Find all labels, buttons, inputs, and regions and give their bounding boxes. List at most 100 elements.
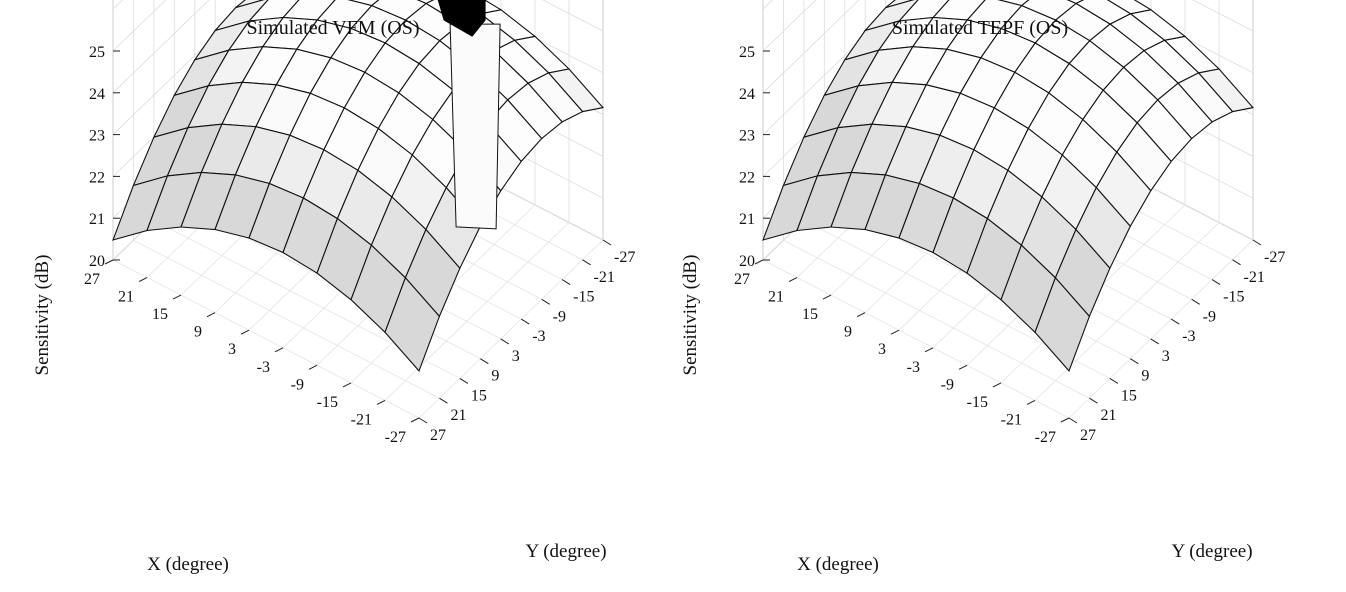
- x-tick-mark: [240, 329, 250, 335]
- y-tick-label: 9: [491, 368, 499, 385]
- y-tick-label: 27: [430, 427, 446, 444]
- floor-gridline: [1068, 239, 1254, 419]
- x-tick-label: 27: [84, 271, 100, 288]
- y-tick-mark: [520, 318, 530, 325]
- x-tick-label: -27: [385, 429, 406, 446]
- y-tick-mark: [541, 298, 550, 305]
- y-tick-mark: [602, 239, 612, 246]
- x-tick-mark: [958, 364, 968, 370]
- x-tick-mark: [104, 259, 114, 265]
- y-tick-mark: [1130, 358, 1139, 365]
- y-tick-label: 27: [1080, 427, 1096, 444]
- y-tick-mark: [480, 358, 489, 365]
- chart-title: Simulated VFM (OS): [247, 17, 420, 39]
- x-tick-mark: [274, 347, 284, 353]
- x-tick-label: 15: [152, 306, 168, 323]
- floor-gridline: [133, 239, 440, 399]
- y-tick-mark: [1191, 298, 1200, 305]
- x-tick-mark: [856, 312, 866, 318]
- y-tick-mark: [1170, 318, 1180, 325]
- y-tick-label: -3: [1182, 328, 1195, 345]
- z-tick-label: 23: [739, 128, 755, 145]
- x-tick-label: 9: [844, 324, 852, 341]
- floor-gridline: [418, 239, 604, 419]
- x-tick-mark: [788, 277, 798, 283]
- x-tick-mark: [1060, 417, 1070, 423]
- z-tick-label: 21: [89, 211, 105, 228]
- x-tick-mark: [410, 417, 420, 423]
- surface-cell: [1034, 276, 1091, 372]
- y-axis-label: Y (degree): [525, 541, 606, 562]
- y-tick-label: 3: [1162, 348, 1170, 365]
- y-tick-label: 21: [1100, 407, 1116, 424]
- x-tick-label: -9: [291, 376, 304, 393]
- surface-cell: [416, 0, 435, 5]
- floor-gridline: [783, 239, 1090, 399]
- chart-title: Simulated TEPF (OS): [892, 17, 1068, 39]
- y-tick-mark: [439, 397, 448, 404]
- y-tick-label: -21: [1244, 269, 1265, 286]
- y-tick-mark: [1068, 417, 1078, 424]
- z-tick-label: 25: [89, 44, 105, 61]
- y-tick-label: 15: [471, 387, 487, 404]
- y-tick-label: 15: [1121, 387, 1137, 404]
- x-tick-label: -27: [1035, 429, 1056, 446]
- z-tick-label: 21: [739, 211, 755, 228]
- blind-spot-well: [449, 23, 501, 230]
- x-tick-mark: [376, 399, 386, 405]
- floor-gridline: [112, 259, 420, 419]
- y-axis-label: Y (degree): [1171, 541, 1252, 562]
- y-tick-mark: [1109, 378, 1119, 384]
- x-tick-label: -21: [1001, 411, 1022, 428]
- floor-gridline: [1034, 222, 1220, 401]
- x-tick-mark: [992, 382, 1002, 388]
- x-tick-label: 3: [878, 341, 886, 358]
- z-axis-label: Sensitivity (dB): [32, 255, 53, 376]
- x-tick-label: -15: [317, 394, 338, 411]
- z-tick-label: 20: [739, 253, 755, 270]
- x-tick-label: -3: [907, 359, 920, 376]
- y-tick-label: -15: [1223, 289, 1244, 306]
- x-tick-mark: [342, 382, 352, 388]
- y-tick-label: -15: [573, 289, 594, 306]
- y-tick-label: 3: [512, 348, 520, 365]
- z-tick-label: 23: [89, 128, 105, 145]
- z-tick-label: 22: [739, 169, 755, 186]
- y-tick-mark: [1150, 338, 1160, 345]
- y-tick-mark: [582, 259, 591, 266]
- surface-cell: [1066, 0, 1085, 5]
- y-tick-mark: [1089, 397, 1098, 404]
- x-tick-mark: [138, 277, 148, 283]
- z-axis-label: Sensitivity (dB): [680, 255, 701, 376]
- y-tick-mark: [459, 378, 469, 384]
- x-tick-label: -3: [257, 359, 270, 376]
- x-tick-mark: [890, 329, 900, 335]
- y-tick-mark: [1232, 259, 1241, 266]
- surface-cell: [384, 276, 441, 372]
- y-tick-label: -21: [594, 269, 615, 286]
- x-tick-label: 9: [194, 324, 202, 341]
- x-tick-mark: [172, 294, 182, 300]
- x-tick-mark: [754, 259, 764, 265]
- z-tick-label: 24: [89, 86, 105, 103]
- x-tick-label: -9: [941, 376, 954, 393]
- y-tick-label: 9: [1141, 368, 1149, 385]
- x-tick-mark: [206, 312, 216, 318]
- z-tick-label: 24: [739, 86, 755, 103]
- x-tick-label: 15: [802, 306, 818, 323]
- x-axis-label: X (degree): [797, 554, 879, 575]
- y-tick-label: -9: [553, 308, 566, 325]
- x-tick-label: -15: [967, 394, 988, 411]
- y-tick-mark: [1211, 279, 1221, 285]
- x-tick-label: 21: [768, 289, 784, 306]
- x-tick-mark: [924, 347, 934, 353]
- y-tick-mark: [561, 279, 571, 285]
- y-tick-label: -9: [1203, 308, 1216, 325]
- x-tick-mark: [308, 364, 318, 370]
- y-tick-mark: [1252, 239, 1262, 246]
- z-tick-label: 22: [89, 169, 105, 186]
